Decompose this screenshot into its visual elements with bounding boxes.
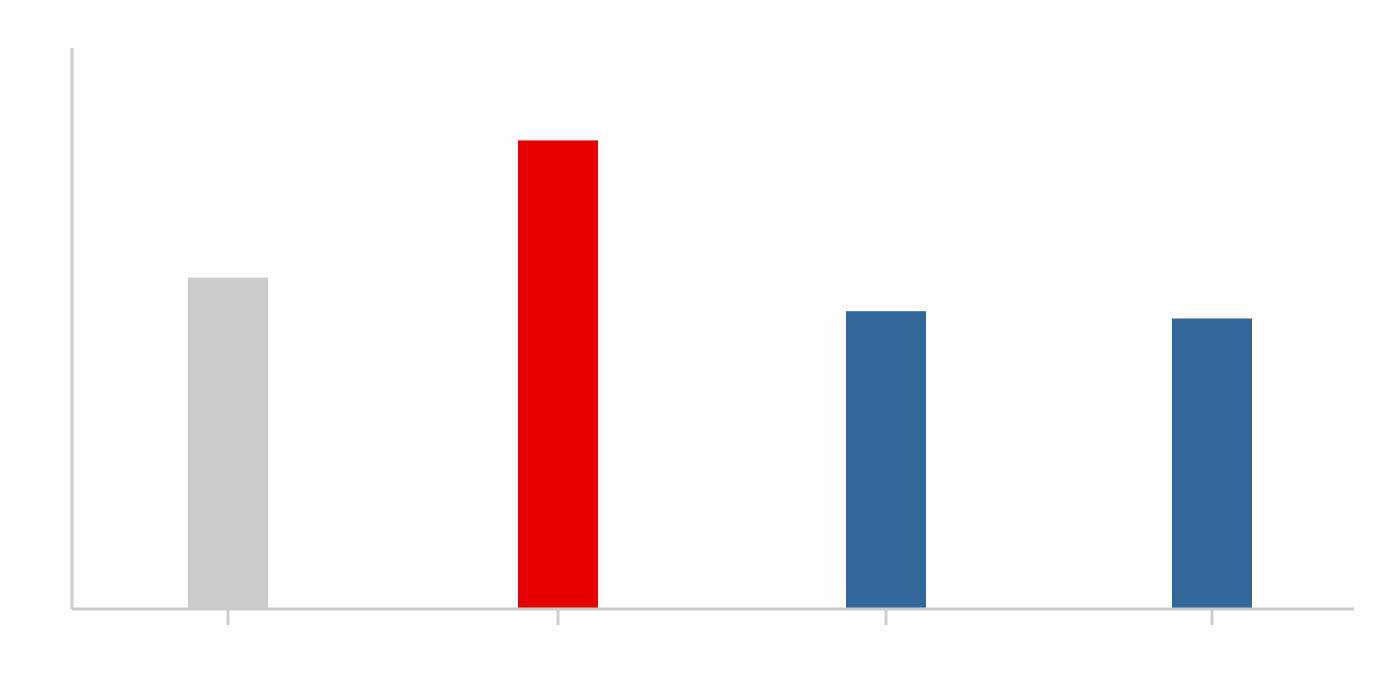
bar-4 (1172, 318, 1252, 608)
bar-3 (846, 311, 926, 608)
bar-2 (518, 140, 598, 608)
bar-1 (188, 277, 268, 608)
